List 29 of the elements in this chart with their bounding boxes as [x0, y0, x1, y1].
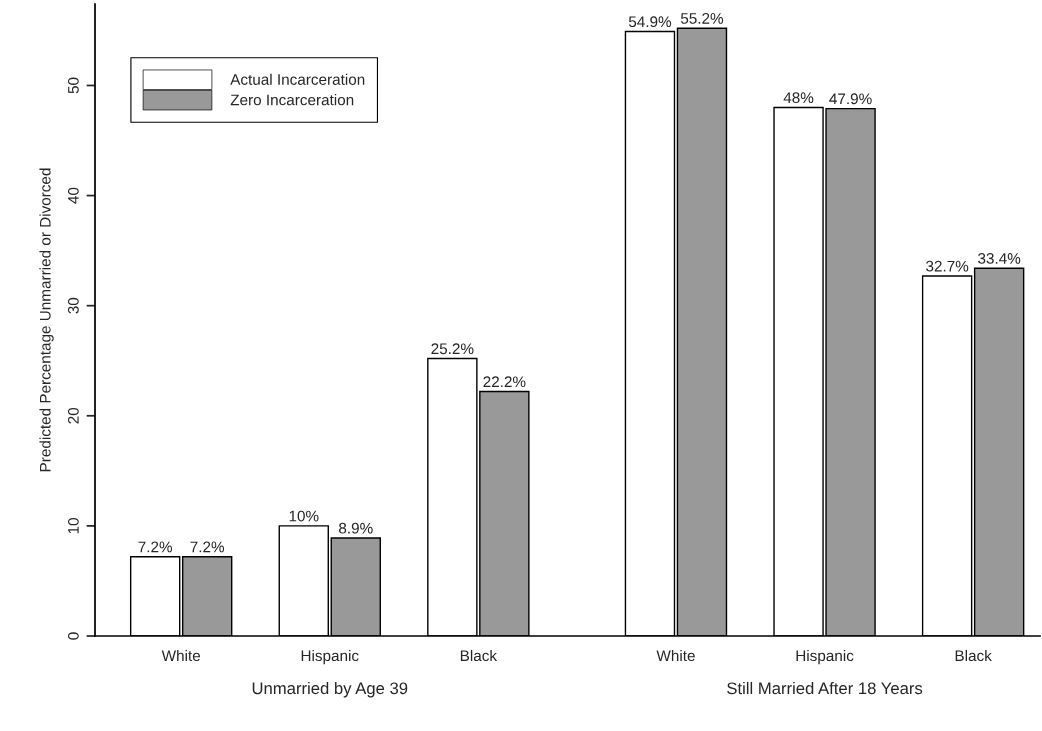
- data-label: 10%: [289, 510, 319, 522]
- data-label: 22.2%: [483, 376, 526, 388]
- y-tick-label: 20: [67, 407, 79, 424]
- y-axis-title: Predicted Percentage Unmarried or Divorced: [39, 168, 54, 472]
- text: Unmarried by Age 39: [252, 681, 408, 698]
- data-label: 48%: [783, 92, 814, 104]
- data-label: 55.2%: [680, 13, 724, 24]
- y-tick-label: 50: [67, 77, 79, 94]
- data-label: 54.9%: [628, 16, 672, 28]
- data-label: 32.7%: [926, 260, 969, 272]
- x-tick-label: White: [161, 649, 201, 662]
- x-tick-label: Hispanic: [796, 649, 854, 665]
- data-label: 25.2%: [431, 343, 474, 355]
- data-label: 47.9%: [829, 93, 872, 105]
- y-tick-label: 0: [67, 632, 79, 640]
- data-label: 8.9%: [339, 522, 373, 534]
- x-tick-label: Hispanic: [301, 649, 359, 665]
- y-tick-label: 10: [67, 518, 79, 534]
- data-label: 7.2%: [190, 541, 225, 553]
- legend-label: Actual Incarceration: [230, 73, 365, 85]
- y-tick-label: 40: [67, 187, 79, 204]
- x-tick-label: White: [656, 649, 695, 662]
- data-label: 33.4%: [978, 253, 1021, 264]
- x-tick-label: Black: [460, 649, 498, 662]
- text: Still Married After 18 Years: [727, 681, 923, 695]
- data-label: 7.2%: [138, 541, 173, 553]
- legend-label: Zero Incarceration: [230, 94, 354, 106]
- x-tick-label: Black: [955, 649, 992, 662]
- y-tick-label: 30: [67, 297, 79, 314]
